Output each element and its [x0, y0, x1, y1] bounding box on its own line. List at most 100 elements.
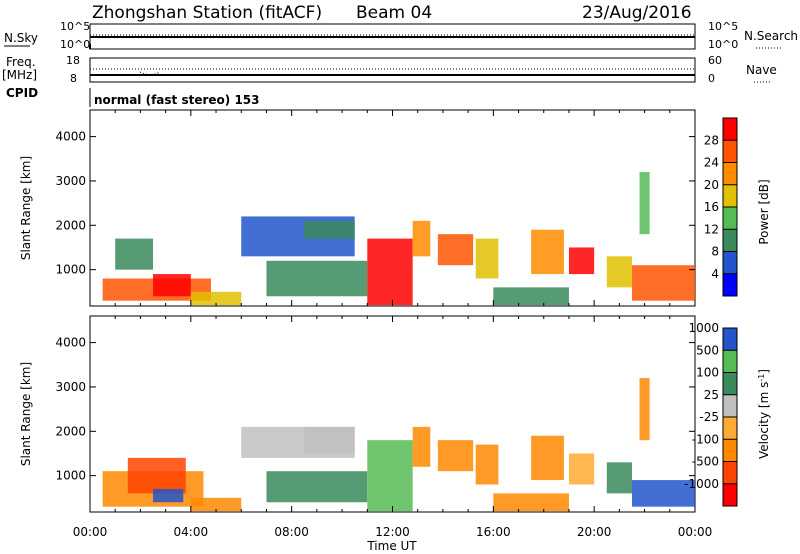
velocity-colorbar-swatch [723, 461, 737, 484]
velocity-echo-patch [412, 426, 431, 467]
freq-label: Freq. [6, 55, 36, 69]
velocity-echo-patch [437, 440, 474, 472]
nsky-tick-high: 10^5 [60, 20, 90, 33]
power-echo-patch [631, 265, 695, 301]
power-colorbar-swatch [723, 118, 737, 141]
velocity-echo-patch [190, 497, 242, 512]
power-colorbar-swatch [723, 273, 737, 296]
velocity-colorbar-swatch [723, 328, 737, 351]
velocity-echo-patch [606, 462, 632, 494]
nsearch-tick-high: 10^5 [708, 20, 738, 33]
power-echo-patch [190, 291, 242, 306]
velocity-colorbar-swatch [723, 483, 737, 506]
velocity-colorbar-swatch [723, 394, 737, 417]
date-label: 23/Aug/2016 [582, 3, 692, 23]
time-tick-label: 08:00 [274, 525, 309, 539]
beam-label: Beam 04 [356, 3, 432, 23]
nsky-label: N.Sky [4, 31, 38, 45]
time-tick-label: 04:00 [174, 525, 209, 539]
power-colorbar-swatch [723, 251, 737, 274]
velocity-echo-patch [568, 453, 595, 485]
velocity-colorbar-tick: 25 [704, 388, 719, 402]
velocity-ytick-label: 4000 [55, 336, 86, 350]
power-echo-patch [475, 238, 499, 279]
power-echo-patch [266, 260, 368, 297]
velocity-colorbar-tick: 1000 [688, 321, 719, 335]
velocity-echo-patch [639, 378, 650, 441]
power-colorbar-swatch [723, 162, 737, 185]
velocity-echo-patch [475, 444, 499, 485]
power-colorbar-swatch [723, 207, 737, 230]
velocity-colorbar-swatch [723, 439, 737, 462]
nsearch-label: N.Search [744, 29, 798, 43]
freq-tick-low: 8 [70, 72, 77, 85]
station-title: Zhongshan Station (fitACF) [92, 3, 322, 23]
power-echo-patch [153, 274, 191, 297]
power-colorbar-swatch [723, 184, 737, 207]
velocity-echo-patch [367, 440, 413, 512]
velocity-colorbar: -1000 -500 -100 -25 25 100 500 1000 [684, 321, 738, 507]
power-ytick-label: 3000 [55, 174, 86, 188]
power-echo-patch [304, 220, 355, 239]
velocity-echo-patch [153, 488, 184, 503]
power-ytick-label: 2000 [55, 218, 86, 232]
power-colorbar-label: Power [dB] [757, 179, 771, 244]
power-echo-patch [367, 238, 413, 306]
velocity-colorbar-tick: -500 [692, 455, 719, 469]
velocity-colorbar-swatch [723, 372, 737, 395]
power-colorbar-swatch [723, 140, 737, 163]
freq-panel: 18 8 60 0 Freq. [MHz] Nave CPID [2, 54, 777, 100]
nave-tick-high: 60 [708, 54, 722, 67]
time-tick-label: 20:00 [577, 525, 612, 539]
velocity-ytick-label: 3000 [55, 380, 86, 394]
velocity-echo-patch [493, 493, 569, 512]
power-echo-patch [493, 287, 569, 306]
velocity-colorbar-tick: 100 [696, 366, 719, 380]
power-echo-patch [639, 172, 650, 235]
velocity-colorbar-tick: -100 [692, 432, 719, 446]
power-ylabel: Slant Range [km] [19, 156, 33, 260]
velocity-ylabel: Slant Range [km] [19, 362, 33, 466]
power-colorbar-tick: 24 [704, 156, 719, 170]
power-colorbar: 4 8 12 16 20 24 28 [704, 117, 738, 297]
power-colorbar-tick: 12 [704, 222, 719, 236]
velocity-echo-patch [266, 471, 368, 503]
velocity-colorbar-label: Velocity [m s-1] [757, 369, 771, 459]
velocity-echo-patch [531, 435, 564, 481]
cpid-label: CPID [6, 86, 38, 100]
velocity-colorbar-tick: 500 [696, 343, 719, 357]
power-colorbar-tick: 16 [704, 200, 719, 214]
freq-unit-label: [MHz] [2, 68, 37, 82]
velocity-colorbar-swatch [723, 350, 737, 373]
time-axis-label: Time UT [366, 539, 417, 553]
power-colorbar-tick: 28 [704, 133, 719, 147]
velocity-colorbar-swatch [723, 417, 737, 440]
power-echo-patch [437, 234, 474, 266]
mode-text: normal (fast stereo) 153 [94, 93, 260, 107]
power-echo-patch [115, 238, 154, 270]
power-colorbar-tick: 20 [704, 178, 719, 192]
time-tick-label: 12:00 [375, 525, 410, 539]
time-tick-label: 00:00 [73, 525, 108, 539]
nave-label: Nave [746, 63, 777, 77]
power-colorbar-tick: 8 [711, 245, 719, 259]
power-colorbar-swatch [723, 229, 737, 252]
power-echo-patch [606, 256, 632, 288]
power-echo-patch [568, 247, 595, 275]
nsky-tick-low: 10^0 [60, 38, 90, 51]
freq-tick-high: 18 [66, 54, 80, 67]
velocity-echo-patch [127, 457, 186, 494]
power-colorbar-tick: 4 [711, 267, 719, 281]
nsky-panel: 10^5 10^0 10^5 10^0 N.Sky N.Search [4, 20, 798, 51]
velocity-echo-patch [304, 426, 355, 454]
power-ytick-label: 4000 [55, 130, 86, 144]
time-tick-label: 00:00 [678, 525, 713, 539]
velocity-ytick-label: 1000 [55, 469, 86, 483]
velocity-colorbar-tick: -1000 [684, 477, 719, 491]
time-tick-label: 16:00 [476, 525, 511, 539]
velocity-ytick-label: 2000 [55, 424, 86, 438]
velocity-echo-patch [631, 480, 695, 507]
nave-tick-low: 0 [708, 72, 715, 85]
power-panel: 1000 2000 3000 4000 Slant Range [km] [19, 109, 696, 307]
